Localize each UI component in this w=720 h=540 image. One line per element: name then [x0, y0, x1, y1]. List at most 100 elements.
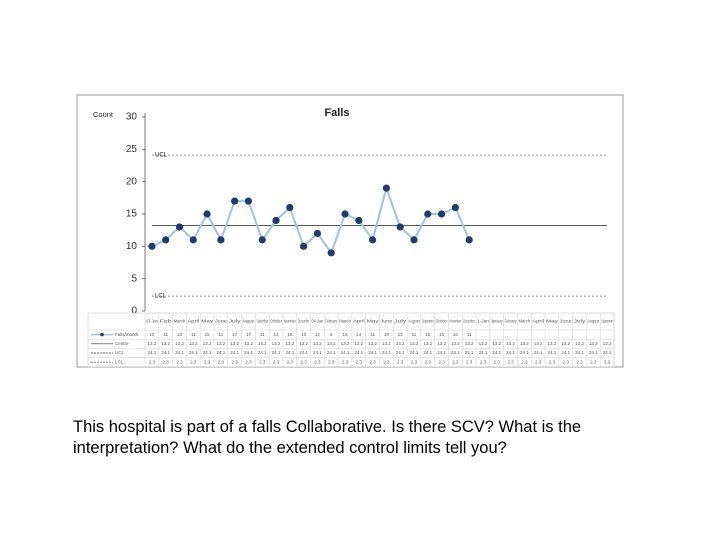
x-tick-label: 1-Jan: [477, 319, 489, 324]
table-cell: 13.2: [575, 341, 584, 346]
table-cell: 24.1: [203, 350, 212, 355]
table-cell: 24.1: [327, 350, 336, 355]
table-cell: 2.3: [218, 359, 225, 364]
table-cell: 24.1: [506, 350, 515, 355]
x-tick-label: March: [174, 319, 186, 324]
table-cell: 24.1: [368, 350, 377, 355]
table-cell: 14: [356, 332, 362, 337]
table-cell: 24.1: [299, 350, 308, 355]
data-point: [162, 236, 170, 244]
table-cell: 24.1: [423, 350, 432, 355]
table-cell: 10: [149, 332, 155, 337]
table-cell: 2.3: [549, 359, 556, 364]
table-cell: 17: [232, 332, 238, 337]
x-tick-label: June: [215, 319, 227, 324]
table-cell: 13.2: [589, 341, 598, 346]
table-cell: 11: [163, 332, 168, 337]
table-cell: 24.1: [161, 350, 170, 355]
table-cell: 13.2: [534, 341, 543, 346]
table-cell: 2.3: [425, 359, 432, 364]
table-cell: 24.1: [465, 350, 474, 355]
table-cell: 13.2: [465, 341, 474, 346]
table-cell: 2.3: [176, 359, 183, 364]
legend-label: UCL: [115, 350, 124, 355]
table-cell: 24.1: [189, 350, 198, 355]
table-cell: 14: [274, 332, 280, 337]
data-point: [355, 216, 363, 225]
table-cell: 2.3: [259, 359, 266, 364]
table-cell: 13.2: [561, 341, 570, 346]
table-cell: 24.1: [492, 350, 501, 355]
data-point: [286, 203, 294, 212]
x-tick-label: September: [256, 319, 268, 324]
data-point: [203, 210, 211, 218]
x-tick-label: March: [518, 319, 530, 324]
x-tick-label: September: [601, 319, 613, 324]
table-cell: 24.1: [244, 350, 253, 355]
table-cell: 11: [260, 332, 265, 337]
table-cell: 13.2: [437, 341, 446, 346]
table-cell: 13.2: [216, 341, 225, 346]
table-cell: 2.3: [480, 359, 487, 364]
legend-label: Falls/month: [115, 332, 139, 337]
x-tick-label: December: [298, 319, 310, 324]
table-cell: 15: [439, 332, 445, 337]
table-cell: 2.3: [163, 359, 170, 364]
x-tick-label: July: [394, 319, 407, 324]
table-cell: 24.1: [313, 350, 322, 355]
table-cell: 2.3: [204, 359, 211, 364]
table-cell: 15: [343, 332, 349, 337]
table-cell: 11: [219, 332, 224, 337]
table-cell: 2.3: [356, 359, 363, 364]
table-cell: 13.2: [272, 341, 281, 346]
table-cell: 13.2: [603, 341, 612, 346]
table-cell: 2.3: [507, 359, 514, 364]
table-cell: 13.2: [354, 341, 363, 346]
table-cell: 13.2: [423, 341, 432, 346]
table-cell: 13.2: [396, 341, 405, 346]
table-cell: 2.3: [328, 359, 335, 364]
table-cell: 24.1: [520, 350, 529, 355]
chart-frame: [76, 94, 624, 368]
data-point: [175, 223, 184, 231]
table-cell: 13.2: [285, 341, 294, 346]
table-cell: 11: [467, 332, 472, 337]
table-cell: 13.2: [258, 341, 267, 346]
data-point: [189, 236, 197, 244]
data-point: [300, 242, 308, 250]
caption-line: This hospital is part of a falls Collabo…: [73, 418, 581, 436]
table-cell: 13.2: [492, 341, 501, 346]
y-tick-label: 10: [126, 241, 138, 252]
x-tick-label: August: [408, 319, 420, 324]
data-point: [465, 236, 473, 244]
table-cell: 11: [412, 332, 417, 337]
table-cell: 10: [301, 332, 307, 337]
table-cell: 24.1: [382, 350, 391, 355]
limit-label: UCL: [155, 153, 168, 159]
table-cell: 13.2: [299, 341, 308, 346]
x-tick-label: April: [187, 319, 199, 324]
table-cell: 13.2: [451, 341, 460, 346]
table-cell: 2.3: [383, 359, 390, 364]
table-cell: 13.2: [368, 341, 377, 346]
table-cell: 2.3: [521, 359, 528, 364]
table-cell: 24.1: [175, 350, 184, 355]
table-cell: 2.3: [397, 359, 404, 364]
y-tick-label: 30: [126, 112, 138, 123]
table-cell: 24.1: [285, 350, 294, 355]
table-cell: 16: [453, 332, 459, 337]
x-tick-label: July: [574, 319, 587, 324]
table-cell: 2.3: [590, 359, 597, 364]
table-cell: 24.1: [479, 350, 488, 355]
table-cell: 24.1: [354, 350, 363, 355]
x-tick-label: April: [353, 319, 365, 324]
table-cell: 24.1: [341, 350, 350, 355]
x-tick-label: May: [546, 319, 559, 324]
table-cell: 2.3: [604, 359, 611, 364]
x-tick-label: February: [325, 319, 337, 324]
x-tick-label: May: [201, 319, 214, 324]
table-cell: 24.1: [575, 350, 584, 355]
table-cell: 13.2: [410, 341, 419, 346]
data-point: [396, 223, 404, 231]
